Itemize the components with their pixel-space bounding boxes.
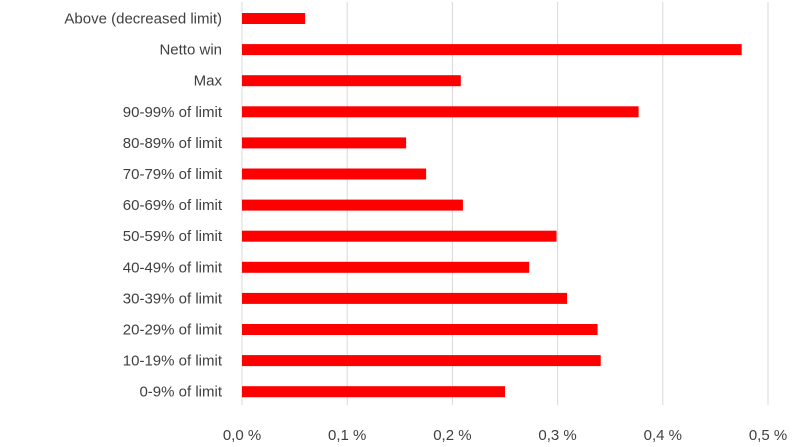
bar xyxy=(242,355,601,367)
category-label: 10-19% of limit xyxy=(123,353,223,370)
bar xyxy=(242,137,407,149)
x-tick-label: 0,0 % xyxy=(223,427,261,444)
bar xyxy=(242,13,306,24)
x-tick-label: 0,2 % xyxy=(433,427,471,444)
bar xyxy=(242,106,639,118)
x-tick-label: 0,5 % xyxy=(749,427,787,444)
x-tick-labels: 0,0 % 0,1 % 0,2 % 0,3 % 0,4 % 0,5 % xyxy=(223,427,787,444)
x-tick-label: 0,4 % xyxy=(644,427,682,444)
category-label: 90-99% of limit xyxy=(123,104,223,121)
bar xyxy=(242,75,461,87)
bar xyxy=(242,386,505,398)
category-label: Netto win xyxy=(159,42,222,59)
category-label: 0-9% of limit xyxy=(139,384,222,401)
category-labels: Above (decreased limit) Netto win Max 90-99… xyxy=(64,11,222,401)
category-label: Above (decreased limit) xyxy=(64,11,222,28)
bars xyxy=(242,13,742,398)
category-label: 80-89% of limit xyxy=(123,135,223,152)
category-label: 40-49% of limit xyxy=(123,259,223,276)
bar xyxy=(242,261,530,273)
category-label: Max xyxy=(194,73,223,90)
bar xyxy=(242,44,742,56)
x-tick-label: 0,3 % xyxy=(538,427,576,444)
bar xyxy=(242,292,568,304)
category-label: 70-79% of limit xyxy=(123,166,223,183)
bar xyxy=(242,199,463,211)
bar xyxy=(242,230,557,242)
x-tick-label: 0,1 % xyxy=(328,427,366,444)
category-label: 30-39% of limit xyxy=(123,290,223,307)
category-label: 20-29% of limit xyxy=(123,322,223,339)
category-label: 50-59% of limit xyxy=(123,228,223,245)
bar xyxy=(242,168,427,180)
bar xyxy=(242,324,598,335)
category-label: 60-69% of limit xyxy=(123,197,223,214)
